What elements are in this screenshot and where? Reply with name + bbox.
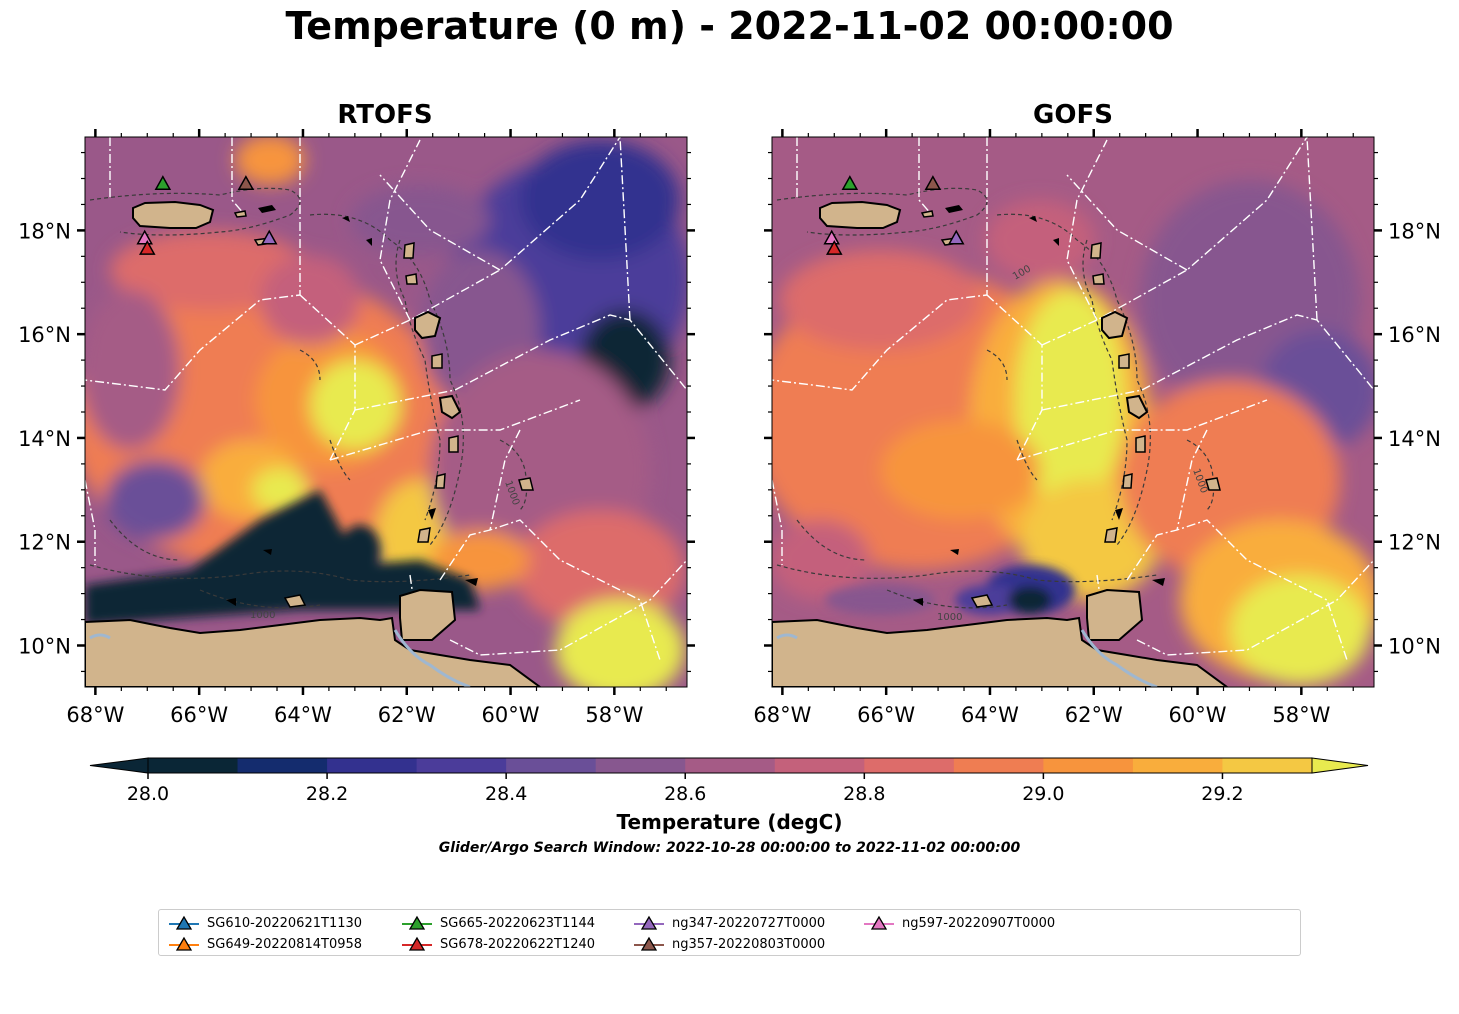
colorbar-bin: [148, 758, 239, 773]
colorbar: 28.0 28.2 28.4 28.6 28.8 29.0 29.2: [89, 757, 1369, 805]
legend-label: SG678-20220622T1240: [440, 936, 596, 952]
colorbar-tick-label: 28.8: [843, 783, 885, 805]
colorbar-bin: [237, 758, 328, 773]
legend-label: ng597-20220907T0000: [902, 915, 1056, 931]
colorbar-tick-label: 28.2: [306, 783, 348, 805]
legend-label: ng357-20220803T0000: [672, 936, 826, 952]
colorbar-label: Temperature (degC): [616, 810, 843, 834]
contour-label: 1000: [250, 610, 275, 621]
axis-ticks: 68°W 66°W 64°W 62°W 60°W 58°W 18°N 16°N 14°N 12°N…: [18, 129, 1441, 727]
contour-label: 1000: [937, 612, 962, 623]
lon-tick-label: 66°W: [170, 703, 228, 727]
lon-tick-label: 66°W: [857, 703, 915, 727]
legend-swatch: [634, 915, 664, 930]
lat-tick-label: 16°N: [1388, 323, 1441, 347]
legend-item: SG649-20220814T0958: [167, 934, 362, 954]
legend-item: ng347-20220727T0000: [632, 913, 825, 933]
colorbar-bin: [685, 758, 776, 773]
colorbar-tick-label: 28.4: [485, 783, 527, 805]
lon-tick-label: 68°W: [66, 703, 124, 727]
legend-item: SG678-20220622T1240: [400, 934, 595, 954]
colorbar-bin: [864, 758, 955, 773]
legend-swatch: [169, 936, 199, 951]
panel-title-rtofs: RTOFS: [337, 100, 433, 130]
colorbar-tick-label: 28.6: [664, 783, 706, 805]
colorbar-extend-max: [1311, 757, 1369, 774]
colorbar-tick-label: 29.2: [1201, 783, 1243, 805]
colorbar-bin: [1132, 758, 1223, 773]
rtofs-map: [85, 137, 687, 687]
colorbar-extend-min: [89, 757, 149, 774]
glider-marker: [154, 175, 172, 191]
search-window-caption: Glider/Argo Search Window: 2022-10-28 00…: [438, 840, 1021, 856]
lon-tick-label: 58°W: [1272, 703, 1330, 727]
lon-tick-label: 68°W: [753, 703, 811, 727]
colorbar-tick-label: 29.0: [1022, 783, 1064, 805]
lat-tick-label: 18°N: [18, 219, 71, 243]
colorbar-bin: [595, 758, 686, 773]
legend-swatch: [169, 915, 199, 930]
colorbar-bin: [1222, 758, 1313, 773]
lon-tick-label: 64°W: [274, 703, 332, 727]
glider-marker: [823, 229, 840, 245]
lat-tick-label: 10°N: [18, 634, 71, 658]
legend-item: ng597-20220907T0000: [862, 913, 1055, 933]
lon-tick-label: 64°W: [961, 703, 1019, 727]
glider-marker: [947, 229, 965, 245]
glider-markers: [136, 175, 965, 255]
colorbar-bin: [506, 758, 597, 773]
legend-label: ng347-20220727T0000: [672, 915, 826, 931]
legend-item: SG610-20220621T1130: [167, 913, 362, 933]
lon-tick-label: 62°W: [1065, 703, 1123, 727]
panel-title-gofs: GOFS: [1033, 100, 1113, 130]
lat-tick-label: 16°N: [18, 323, 71, 347]
lat-tick-label: 14°N: [18, 427, 71, 451]
lon-tick-label: 60°W: [482, 703, 540, 727]
glider-marker: [260, 229, 278, 245]
glider-marker: [924, 175, 942, 191]
glider-legend: SG610-20220621T1130 SG649-20220814T0958 SG…: [158, 909, 1301, 956]
legend-swatch: [864, 915, 894, 930]
glider-marker: [237, 175, 255, 191]
colorbar-bin: [953, 758, 1044, 773]
lat-tick-label: 12°N: [1388, 531, 1441, 555]
glider-marker: [139, 240, 156, 255]
glider-marker: [841, 175, 859, 191]
legend-label: SG665-20220623T1144: [440, 915, 596, 931]
legend-swatch: [402, 915, 432, 930]
figure-title: Temperature (0 m) - 2022-11-02 00:00:00: [285, 4, 1174, 48]
lon-tick-label: 58°W: [585, 703, 643, 727]
lat-tick-label: 14°N: [1388, 427, 1441, 451]
colorbar-bin: [416, 758, 507, 773]
colorbar-frame: [147, 757, 1313, 774]
lon-tick-label: 60°W: [1169, 703, 1227, 727]
lat-tick-label: 12°N: [18, 531, 71, 555]
legend-label: SG610-20220621T1130: [207, 915, 363, 931]
colorbar-bin: [327, 758, 418, 773]
glider-marker: [136, 229, 153, 245]
glider-marker: [826, 240, 843, 255]
lat-tick-label: 18°N: [1388, 219, 1441, 243]
legend-item: SG665-20220623T1144: [400, 913, 595, 933]
legend-label: SG649-20220814T0958: [207, 936, 363, 952]
colorbar-bin: [1043, 758, 1134, 773]
legend-swatch: [402, 936, 432, 951]
lon-tick-label: 62°W: [378, 703, 436, 727]
colorbar-bin: [774, 758, 865, 773]
legend-swatch: [634, 936, 664, 951]
gofs-map: [772, 137, 1374, 687]
legend-item: ng357-20220803T0000: [632, 934, 825, 954]
lat-tick-label: 10°N: [1388, 634, 1441, 658]
colorbar-tick-label: 28.0: [127, 783, 169, 805]
